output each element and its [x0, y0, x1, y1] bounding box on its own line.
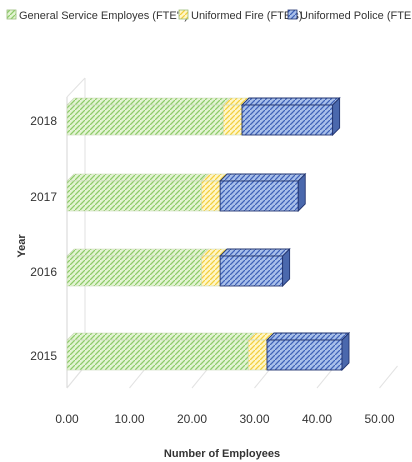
bar-segment-2016 — [66, 255, 202, 287]
legend-swatch — [178, 9, 189, 20]
x-tick-label: 20.00 — [177, 412, 207, 426]
bar-top-2015 — [265, 332, 351, 341]
bar-side-2016 — [282, 247, 291, 288]
bar-segment-2017 — [219, 180, 299, 212]
y-axis-title: Year — [16, 234, 28, 258]
y-tick-labels: 2015 2016 2017 2018 — [30, 114, 57, 363]
legend-label: General Service Employes (FTE's) — [19, 10, 188, 22]
bar-segment-2018 — [241, 104, 334, 136]
y-tick-label: 2016 — [30, 265, 57, 279]
legend-swatch — [6, 9, 17, 20]
bar-segment-2017 — [201, 180, 221, 212]
bar-top-2017 — [219, 173, 307, 182]
bars — [66, 96, 351, 372]
bar-top-2017 — [66, 173, 210, 182]
bar-side-2018 — [332, 96, 341, 137]
y-tick-label: 2015 — [30, 349, 57, 363]
bar-segment-2018 — [222, 104, 243, 136]
x-tick-labels: 0.00 10.00 20.00 30.00 40.00 50.00 — [55, 412, 395, 426]
bar-side-2015 — [341, 331, 350, 372]
y-tick-label: 2018 — [30, 114, 57, 128]
bar-segment-2016 — [201, 255, 221, 287]
bar-top-2015 — [66, 332, 256, 341]
x-tick-label: 0.00 — [55, 412, 79, 426]
bar-segment-2015 — [66, 339, 249, 371]
x-tick-label: 30.00 — [239, 412, 269, 426]
x-tick-label: 10.00 — [114, 412, 144, 426]
legend-label: Uniformed Police (FTE — [300, 10, 411, 22]
axis-top-edge — [66, 77, 86, 98]
bar-top-2018 — [240, 97, 341, 106]
bar-top-2018 — [66, 97, 231, 106]
legend: General Service Employes (FTE's) Uniforme… — [6, 9, 411, 22]
gridline — [379, 365, 398, 389]
bar-top-2016 — [219, 248, 291, 257]
bar-segment-2015 — [247, 339, 268, 371]
legend-label: Uniformed Fire (FTE's) — [191, 10, 303, 22]
bar-segment-2015 — [266, 339, 343, 371]
bar-side-2017 — [297, 172, 306, 213]
y-tick-label: 2017 — [30, 190, 57, 204]
x-tick-label: 50.00 — [364, 412, 394, 426]
x-axis-title: Number of Employees — [164, 448, 280, 460]
bar-segment-2017 — [66, 180, 202, 212]
bar-segment-2016 — [219, 255, 284, 287]
legend-swatch — [287, 9, 298, 20]
bar-segment-2018 — [66, 104, 224, 136]
bar-top-2016 — [66, 248, 210, 257]
x-tick-label: 40.00 — [302, 412, 332, 426]
